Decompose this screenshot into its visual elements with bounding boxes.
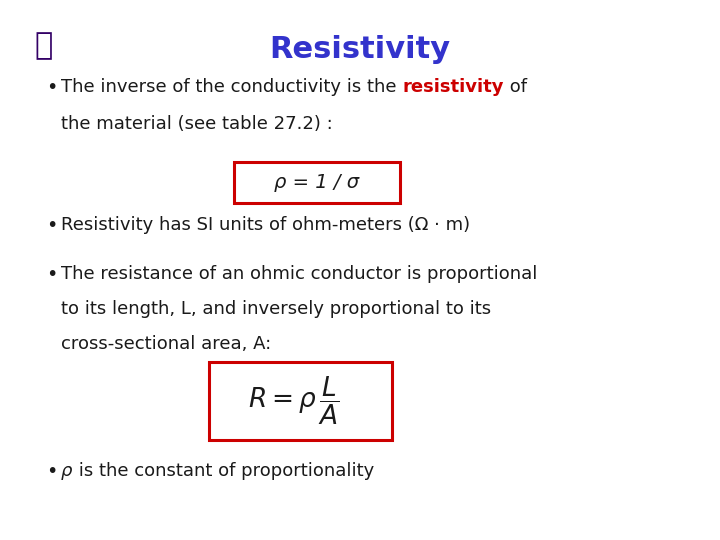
Text: cross-sectional area, A:: cross-sectional area, A: [61,335,271,353]
Text: of: of [504,78,527,96]
Text: The resistance of an ohmic conductor is proportional: The resistance of an ohmic conductor is … [61,265,538,282]
Text: •: • [46,216,58,235]
Text: •: • [46,462,58,481]
Text: Resistivity has SI units of ohm-meters (Ω · m): Resistivity has SI units of ohm-meters (… [61,216,470,234]
Text: Resistivity: Resistivity [269,35,451,64]
FancyBboxPatch shape [209,362,392,440]
FancyBboxPatch shape [234,162,400,202]
Text: ρ = 1 / σ: ρ = 1 / σ [274,173,359,192]
Text: •: • [46,78,58,97]
Text: •: • [46,265,58,284]
Text: 🦎: 🦎 [34,31,53,60]
Text: is the constant of proportionality: is the constant of proportionality [73,462,374,480]
Text: resistivity: resistivity [402,78,504,96]
Text: the material (see table 27.2) :: the material (see table 27.2) : [61,115,333,133]
Text: to its length, L, and inversely proportional to its: to its length, L, and inversely proporti… [61,300,491,318]
Text: The inverse of the conductivity is the: The inverse of the conductivity is the [61,78,402,96]
Text: ρ: ρ [61,462,73,480]
Text: $R = \rho\,\dfrac{L}{A}$: $R = \rho\,\dfrac{L}{A}$ [248,375,339,427]
